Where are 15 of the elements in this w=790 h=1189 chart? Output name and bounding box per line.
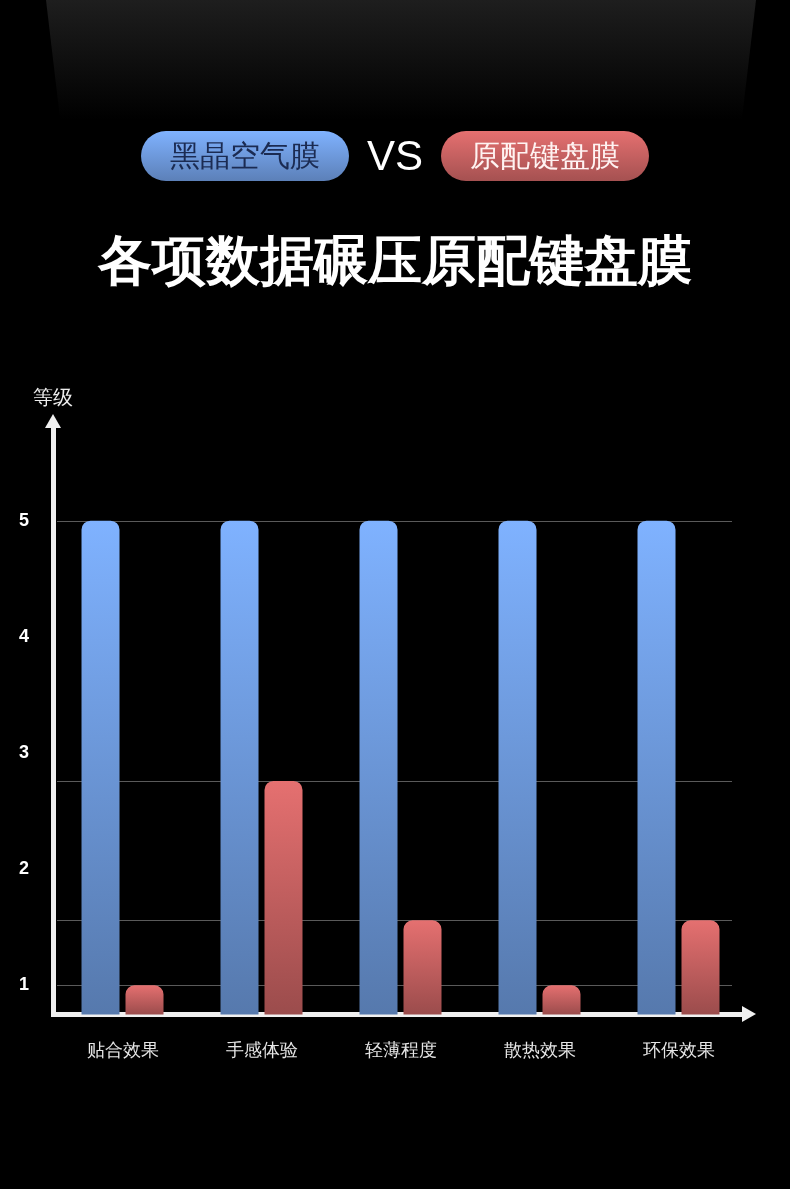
- x-tick-label: 手感体验: [225, 1040, 298, 1061]
- x-tick-label: 轻薄程度: [364, 1040, 437, 1061]
- y-tick-label: 5: [19, 509, 30, 530]
- y-tick-label: 2: [19, 858, 30, 879]
- x-tick-label: 环保效果: [642, 1040, 715, 1061]
- text: 黑晶空气膜: [140, 131, 349, 181]
- x-tick-label: 贴合效果: [86, 1040, 159, 1061]
- y-axis-title: 等级: [33, 385, 73, 409]
- text: 原配键盘膜: [441, 131, 650, 181]
- chart-title: 各项数据碾压原配键盘膜: [96, 229, 693, 292]
- x-tick-label: 散热效果: [503, 1040, 576, 1061]
- y-tick-label: 1: [19, 974, 30, 995]
- text: VS: [366, 131, 424, 181]
- y-tick-label: 4: [19, 625, 30, 646]
- y-tick-label: 3: [19, 742, 30, 763]
